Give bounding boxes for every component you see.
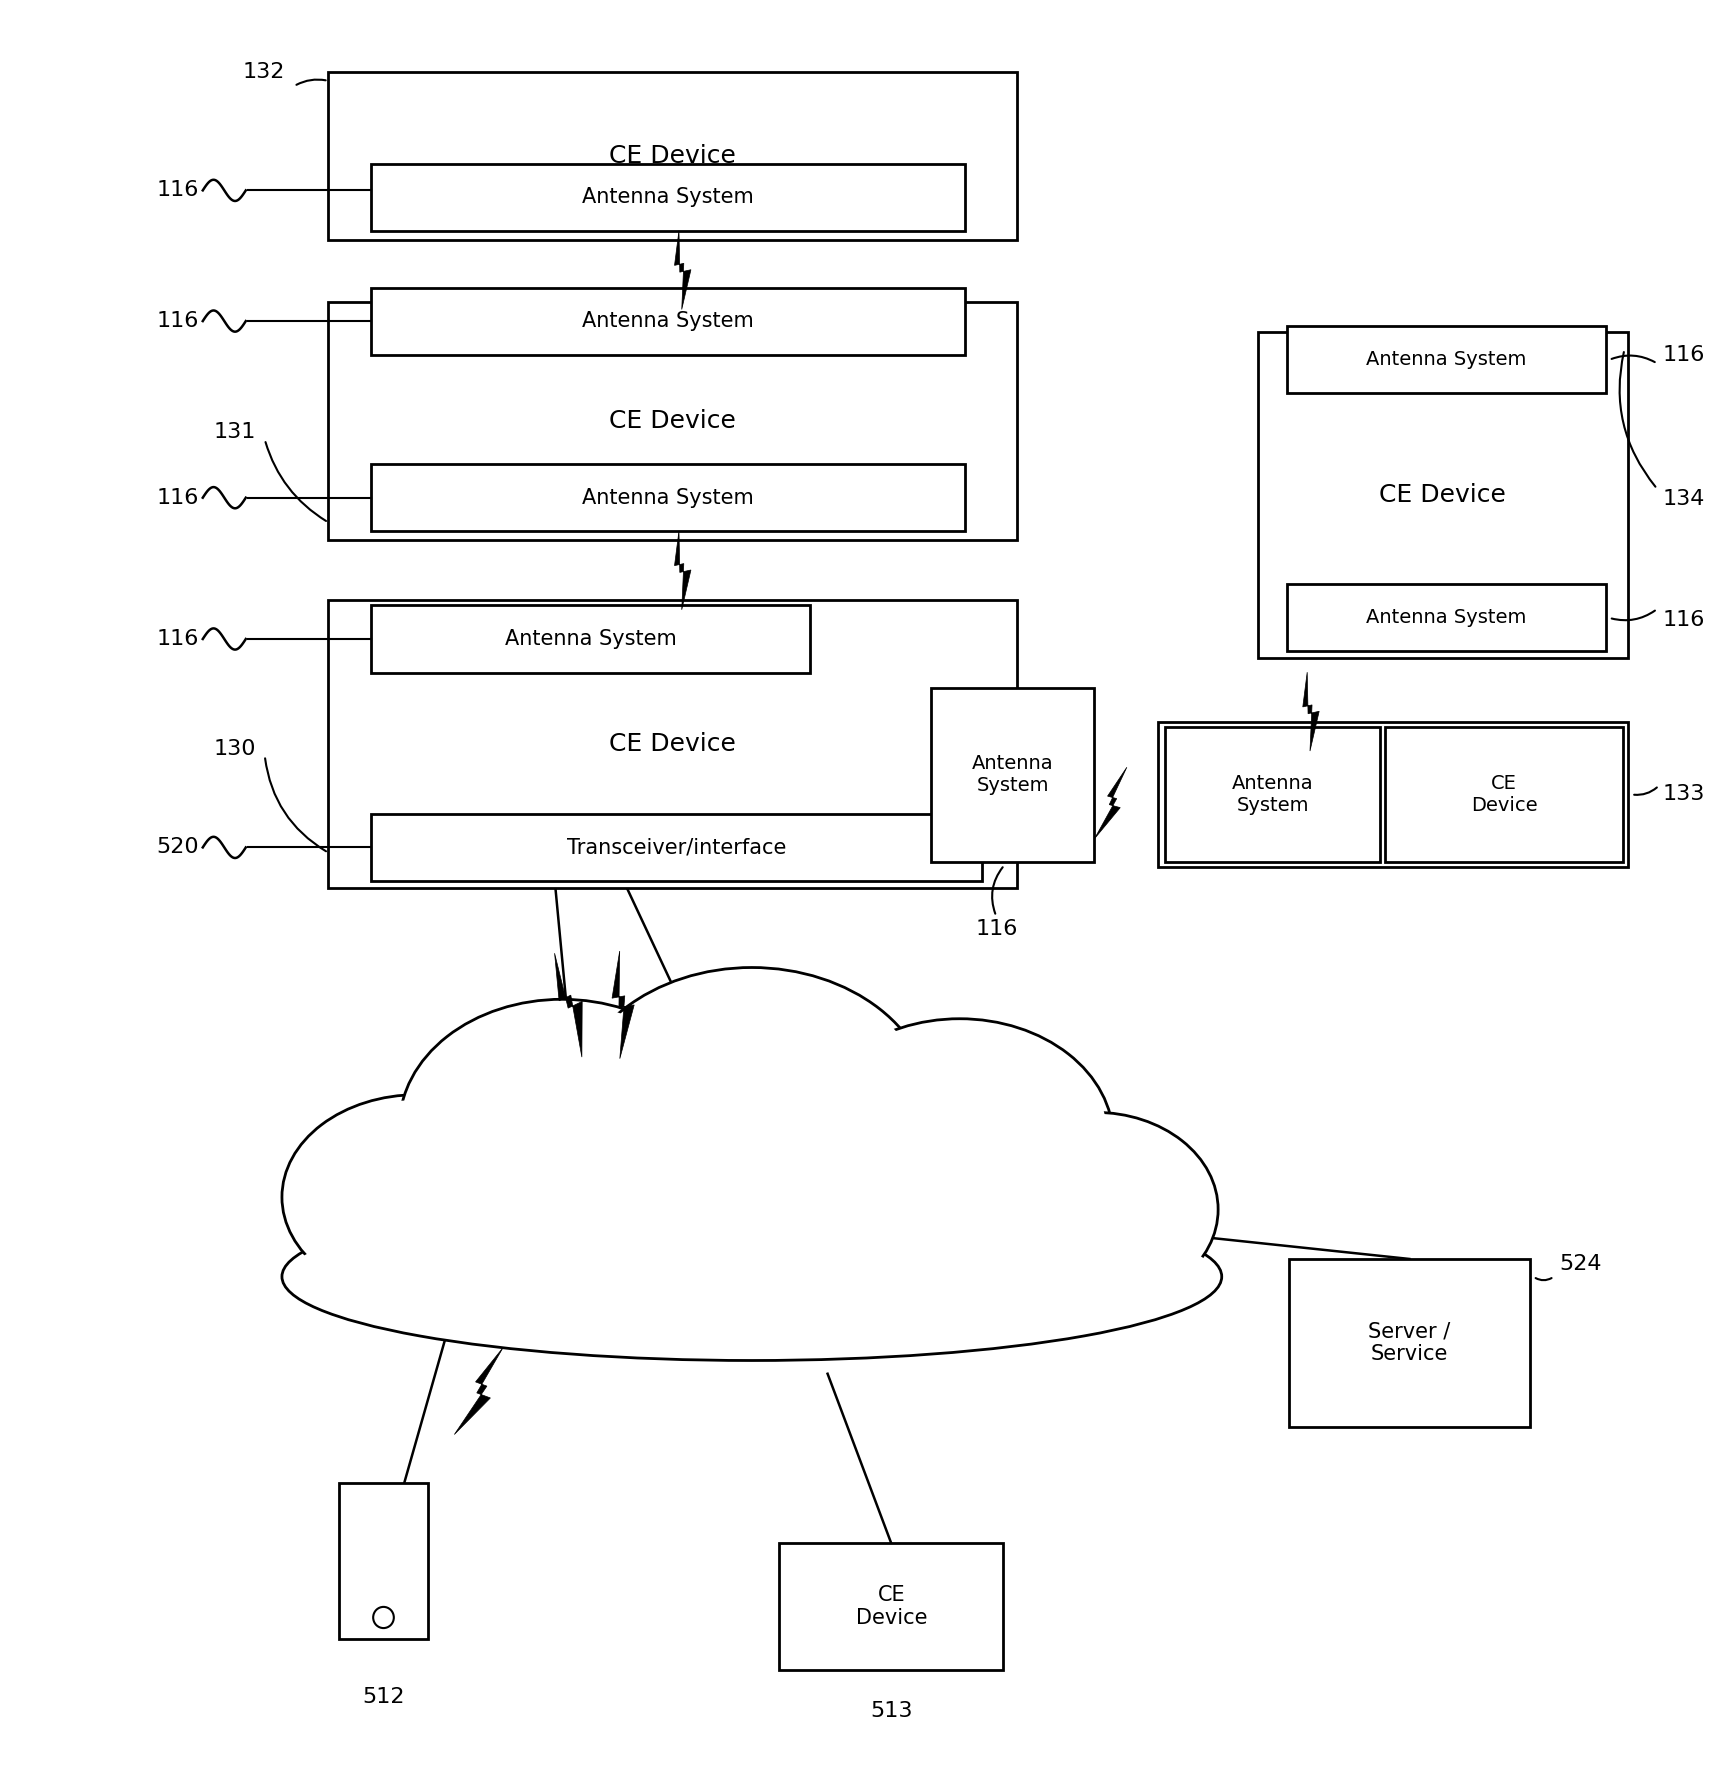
Text: 520: 520 [157, 837, 200, 858]
Text: 116: 116 [157, 180, 200, 200]
Bar [1385, 727, 1621, 862]
Text: Antenna System: Antenna System [1365, 350, 1525, 370]
Bar [370, 165, 965, 232]
Bar [370, 463, 965, 531]
Ellipse shape [283, 1192, 1222, 1360]
Bar [338, 1482, 427, 1638]
Ellipse shape [806, 1019, 1113, 1260]
Text: 524: 524 [1558, 1254, 1601, 1274]
Bar [327, 73, 1017, 241]
Text: Antenna
System: Antenna System [972, 755, 1053, 796]
Text: CE
Device: CE Device [855, 1585, 927, 1629]
Text: 116: 116 [157, 311, 200, 331]
Text: Antenna System: Antenna System [1365, 609, 1525, 628]
Bar [370, 605, 810, 672]
Text: Antenna System: Antenna System [582, 188, 753, 207]
Text: CE Device: CE Device [608, 409, 736, 433]
Bar [930, 688, 1094, 862]
Bar [370, 288, 965, 354]
Bar [1165, 727, 1380, 862]
Text: Transceiver/interface: Transceiver/interface [567, 837, 786, 858]
Text: Antenna
System: Antenna System [1230, 773, 1313, 816]
Text: CE
Device: CE Device [1470, 773, 1537, 816]
Polygon shape [455, 1348, 503, 1435]
Text: 131: 131 [214, 423, 257, 442]
Text: 116: 116 [975, 918, 1017, 939]
Bar [370, 814, 982, 881]
Polygon shape [555, 953, 582, 1058]
Text: 513: 513 [870, 1702, 911, 1721]
Text: CE Device: CE Device [1378, 483, 1506, 508]
Ellipse shape [283, 1095, 553, 1300]
Text: 116: 116 [157, 488, 200, 508]
Bar [1287, 325, 1604, 393]
Bar [1287, 584, 1604, 651]
Ellipse shape [812, 1024, 1108, 1254]
Ellipse shape [288, 1198, 1216, 1355]
Polygon shape [674, 531, 691, 610]
Ellipse shape [405, 1005, 718, 1249]
Text: Server /
Service: Server / Service [1368, 1321, 1449, 1364]
Polygon shape [1303, 672, 1318, 752]
Bar [327, 302, 1017, 540]
Polygon shape [612, 952, 634, 1058]
Bar [1158, 722, 1627, 867]
Bar [1258, 331, 1627, 658]
Text: 133: 133 [1661, 784, 1704, 805]
Text: 130: 130 [214, 738, 257, 759]
Text: Antenna System: Antenna System [505, 630, 677, 649]
Text: 134: 134 [1661, 490, 1704, 509]
Text: Antenna System: Antenna System [582, 488, 753, 508]
Polygon shape [674, 230, 691, 310]
Text: 132: 132 [243, 62, 286, 81]
Ellipse shape [288, 1100, 548, 1295]
Ellipse shape [972, 1113, 1218, 1307]
Ellipse shape [400, 999, 724, 1254]
Text: 512: 512 [362, 1688, 405, 1707]
Ellipse shape [575, 973, 927, 1245]
Polygon shape [1094, 768, 1127, 839]
Text: 116: 116 [1661, 345, 1704, 364]
Ellipse shape [570, 968, 932, 1251]
Text: Antenna System: Antenna System [582, 311, 753, 331]
Text: CE Device: CE Device [608, 143, 736, 168]
Text: 116: 116 [157, 630, 200, 649]
Text: CE Device: CE Device [608, 732, 736, 755]
Text: 116: 116 [1661, 610, 1704, 630]
Bar [779, 1543, 1003, 1670]
Ellipse shape [977, 1118, 1213, 1302]
Bar [1289, 1260, 1528, 1428]
Bar [327, 600, 1017, 888]
